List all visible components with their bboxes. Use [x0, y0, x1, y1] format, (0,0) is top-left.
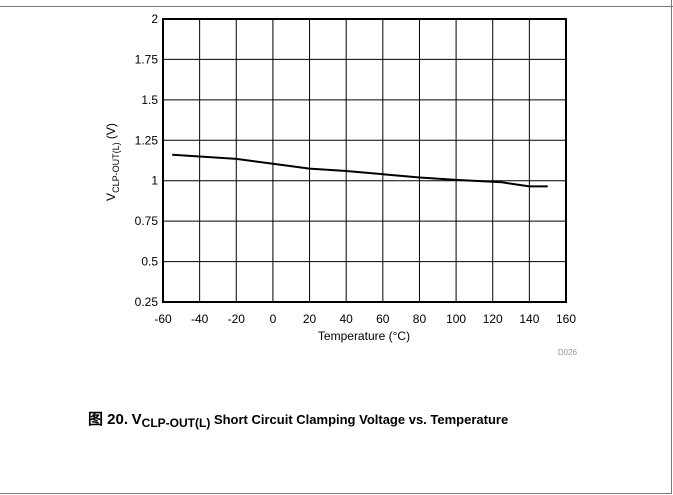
series-line [172, 153, 548, 188]
page-top-rule [0, 6, 673, 7]
x-tick-label: 140 [519, 312, 539, 326]
y-tick-label: 1.75 [135, 52, 159, 66]
y-axis-label-subscript: CLP-OUT(L) [111, 142, 121, 193]
x-tick-label: 40 [340, 312, 354, 326]
x-tick-label: 20 [303, 312, 317, 326]
figure-code: D026 [558, 348, 578, 357]
grid-lines [163, 19, 566, 302]
x-tick-label: -40 [191, 312, 209, 326]
y-axis-label-unit: (V) [104, 123, 118, 142]
x-axis-label: Temperature (°C) [318, 329, 410, 343]
x-tick-label: -60 [154, 312, 172, 326]
x-tick-label: 0 [270, 312, 277, 326]
y-tick-label: 1.5 [141, 93, 158, 107]
y-tick-label: 0.25 [135, 295, 159, 309]
data-layer [172, 153, 548, 188]
x-tick-label: 80 [413, 312, 427, 326]
x-tick-label: 100 [446, 312, 466, 326]
x-tick-label: 120 [483, 312, 503, 326]
y-axis-label: VCLP-OUT(L) (V) [104, 123, 121, 201]
figure-caption: 图 20. VCLP-OUT(L) Short Circuit Clamping… [88, 408, 509, 430]
caption-v-symbol: V [131, 411, 142, 428]
plot-frame [162, 18, 567, 303]
y-tick-label: 0.75 [135, 214, 159, 228]
y-tick-label: 1 [151, 174, 158, 188]
caption-v-subscript: CLP-OUT(L) [141, 416, 211, 430]
y-axis-label-symbol: V [104, 193, 118, 201]
y-tick-label: 1.25 [135, 133, 159, 147]
x-tick-label: -20 [228, 312, 246, 326]
tick-labels: -60 -40 -20 0 20 40 60 80 100 120 140 160 0.25 0.5 0.7… [135, 12, 577, 326]
axes [162, 18, 567, 303]
x-tick-label: 160 [556, 312, 576, 326]
y-tick-label: 2 [151, 12, 158, 26]
figure-label: 图 20. [88, 411, 129, 428]
y-tick-label: 0.5 [141, 255, 158, 269]
x-tick-label: 60 [376, 312, 390, 326]
caption-text: Short Circuit Clamping Voltage vs. Tempe… [210, 412, 509, 427]
